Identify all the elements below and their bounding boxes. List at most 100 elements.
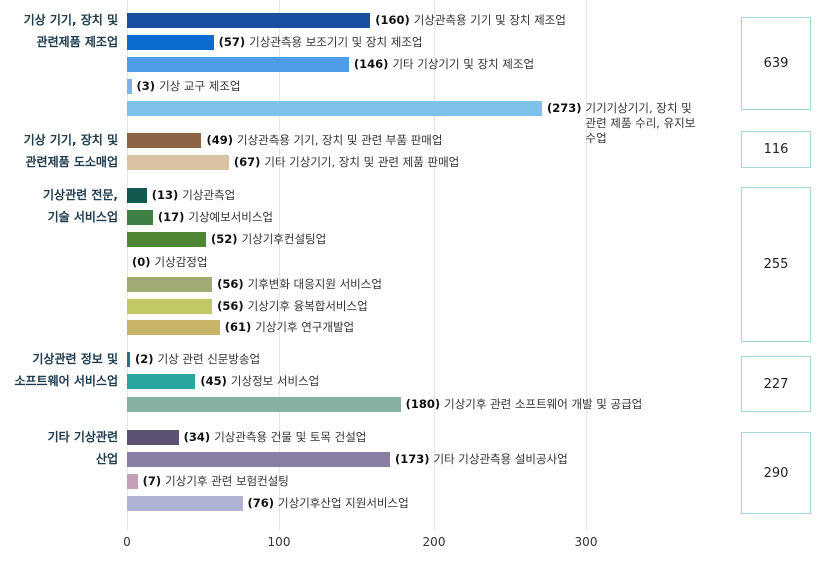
bar (127, 429, 179, 445)
data-label: (61) 기상기후 연구개발업 (225, 320, 354, 335)
group-label-line: 기술 서비스업 (47, 210, 118, 224)
group-label-line: 기상 기기, 장치 및 (23, 13, 118, 27)
bar-category: 기타 기상기기, 장치 및 관련 제품 판매업 (264, 154, 460, 169)
bar (127, 34, 214, 50)
bar-category: 기상기후 융복합서비스업 (247, 298, 368, 313)
bar (127, 319, 220, 335)
bar (127, 209, 153, 225)
bar-category: 기상감정업 (154, 254, 208, 269)
group-label-line: 관련제품 제조업 (36, 35, 118, 49)
bar (127, 231, 207, 247)
gridline (279, 0, 280, 530)
group-label-line: 산업 (95, 452, 118, 466)
group-label-line: 기상 기기, 장치 및 (23, 133, 118, 147)
data-label: (67) 기타 기상기기, 장치 및 관련 제품 판매업 (234, 155, 459, 170)
data-label: (57) 기상관측용 보조기기 및 장치 제조업 (219, 35, 423, 50)
bar (127, 373, 196, 389)
data-label: (273) 기기기상기기, 장치 및 관련 제품 수리, 유지보수업 (547, 101, 706, 146)
bar (127, 298, 213, 314)
gridline (127, 0, 128, 530)
bar-category: 기상기후컨설팅업 (241, 231, 327, 246)
bar-value: (7) (142, 473, 166, 488)
bar-value: (57) (218, 34, 250, 49)
bar-category: 기상관측용 기기, 장치 및 관련 부품 판매업 (237, 132, 443, 147)
x-tick-label: 0 (123, 535, 131, 549)
bar-category: 기타 기상기기 및 장치 제조업 (392, 56, 535, 71)
data-label: (76) 기상기후산업 지원서비스업 (248, 496, 409, 511)
data-label: (17) 기상예보서비스업 (158, 210, 273, 225)
bar-value: (67) (233, 154, 265, 169)
data-label: (13) 기상관측업 (152, 188, 235, 203)
x-tick-label: 100 (267, 535, 291, 549)
data-label: (146) 기타 기상기기 및 장치 제조업 (354, 57, 534, 72)
data-label: (56) 기상기후 융복합서비스업 (217, 299, 368, 314)
bar (127, 451, 390, 467)
data-label: (49) 기상관측용 기기, 장치 및 관련 부품 판매업 (206, 133, 442, 148)
gridline (434, 0, 435, 530)
bar-category: 기기기상기기, 장치 및 관련 제품 수리, 유지보수업 (585, 100, 696, 145)
bar (127, 396, 401, 412)
group-total-box: 290 (741, 432, 811, 514)
bar (127, 12, 371, 28)
data-label: (180) 기상기후 관련 소프트웨어 개발 및 공급업 (406, 397, 643, 412)
bar-value: (17) (157, 209, 189, 224)
bar-category: 기상관측업 (182, 187, 236, 202)
data-label: (34) 기상관측용 건물 및 토목 건설업 (184, 430, 367, 445)
group-label-line: 소프트웨어 서비스업 (14, 374, 118, 388)
bar-category: 기상 교구 제조업 (159, 78, 241, 93)
group-label-line: 기타 기상관련 (47, 430, 118, 444)
bar-value: (56) (217, 298, 248, 313)
x-tick-label: 200 (422, 535, 446, 549)
bar-category: 기상기후 관련 보험컨설팅 (165, 473, 289, 488)
bar (127, 56, 349, 72)
bar-value: (146) (353, 56, 393, 71)
bar-value: (0) (132, 254, 155, 269)
bar (127, 132, 202, 148)
bar-category: 기상 관련 신문방송업 (157, 351, 261, 366)
group-label-line: 기상관련 전문, (43, 188, 118, 202)
bar-value: (61) (224, 319, 256, 334)
bar-value: (13) (151, 187, 183, 202)
bar-category: 기상정보 서비스업 (230, 373, 320, 388)
data-label: (173) 기타 기상관측용 설비공사업 (395, 452, 568, 467)
x-tick-label: 300 (574, 535, 598, 549)
group-label-line: 기상관련 정보 및 (32, 352, 118, 366)
bar-value: (273) (546, 100, 586, 115)
bar (127, 100, 542, 116)
bar-value: (180) (405, 396, 445, 411)
bar-value: (76) (247, 495, 279, 510)
bar-value: (3) (136, 78, 160, 93)
data-label: (0) 기상감정업 (132, 255, 207, 270)
bar-category: 기상예보서비스업 (188, 209, 273, 224)
bar-category: 기상기후 관련 소프트웨어 개발 및 공급업 (444, 396, 643, 411)
data-label: (52) 기상기후컨설팅업 (211, 232, 326, 247)
bar (127, 276, 213, 292)
bar-category: 기상관측용 보조기기 및 장치 제조업 (249, 34, 423, 49)
group-total-box: 639 (741, 17, 811, 110)
data-label: (56) 기후변화 대응지원 서비스업 (217, 277, 382, 292)
bar-category: 기상관측용 기기 및 장치 제조업 (413, 12, 566, 27)
gridline (586, 0, 587, 530)
bar (127, 154, 229, 170)
bar-category: 기상관측용 건물 및 토목 건설업 (214, 429, 367, 444)
bar-value: (52) (211, 231, 242, 246)
bar (127, 495, 243, 511)
bar (127, 473, 138, 489)
bar-value: (49) (206, 132, 237, 147)
group-label: 기상관련 전문, 기술 서비스업 (43, 184, 118, 228)
bar-category: 기타 기상관측용 설비공사업 (433, 451, 568, 466)
group-label-line: 관련제품 도소매업 (25, 155, 119, 169)
data-label: (7) 기상기후 관련 보험컨설팅 (143, 474, 289, 489)
data-label: (2) 기상 관련 신문방송업 (135, 352, 260, 367)
bar (127, 351, 131, 367)
bar-category: 기상기후산업 지원서비스업 (278, 495, 409, 510)
bar (127, 78, 132, 94)
bar-value: (160) (375, 12, 414, 27)
bar-value: (2) (135, 351, 158, 366)
group-total-box: 255 (741, 187, 811, 342)
